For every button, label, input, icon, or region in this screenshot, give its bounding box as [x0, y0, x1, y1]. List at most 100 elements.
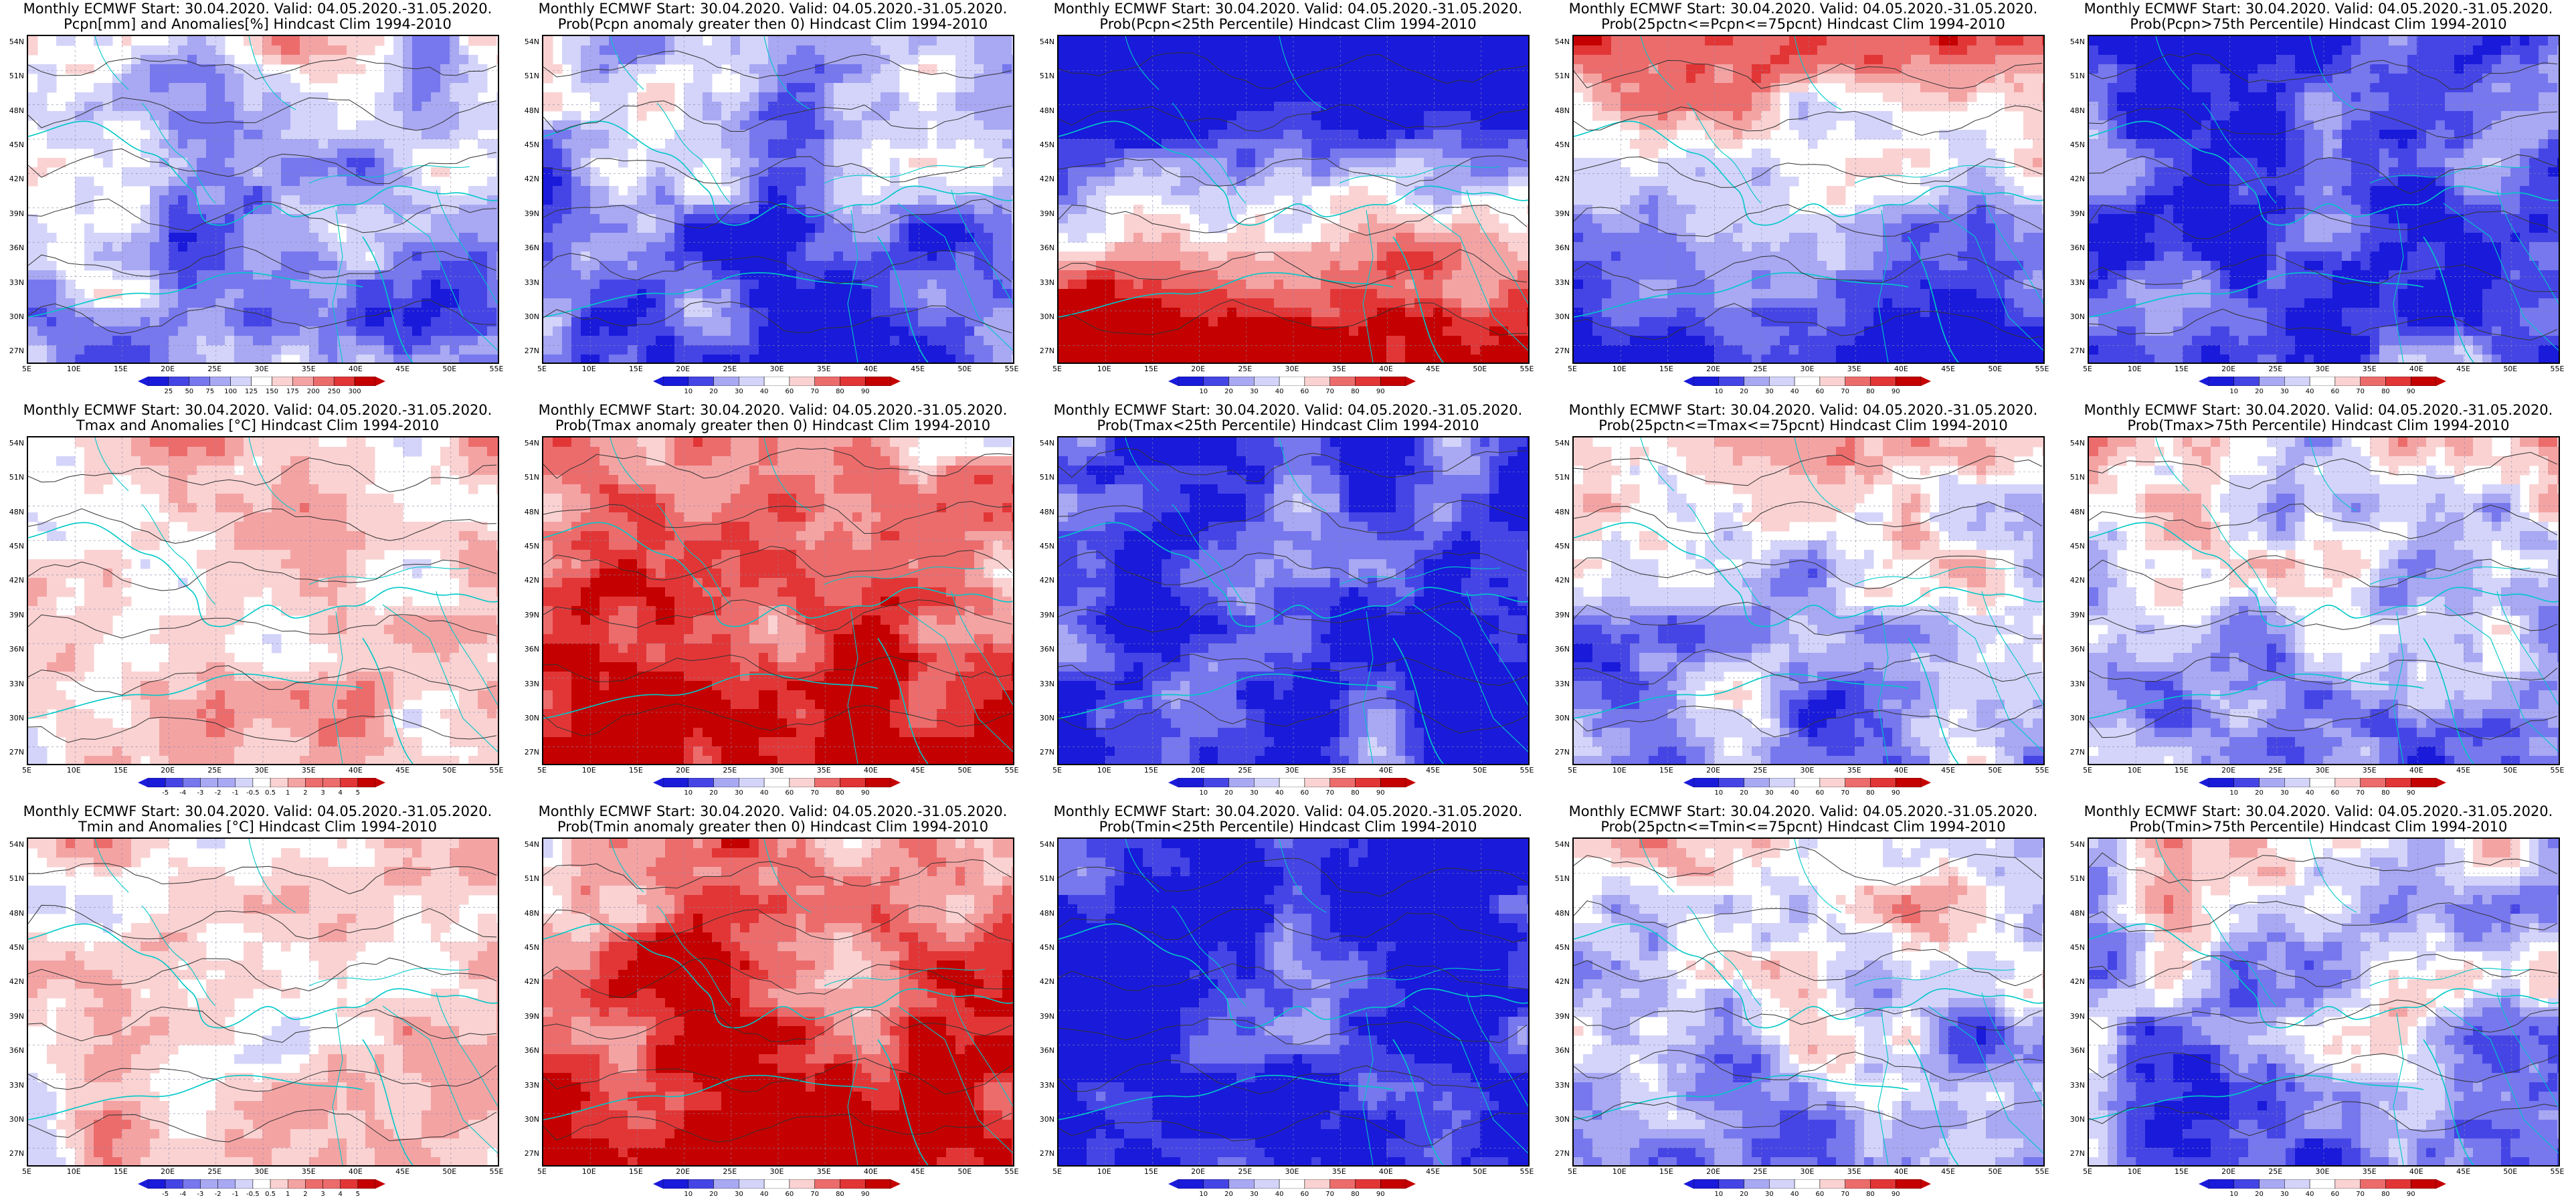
colorbar-segment — [789, 1179, 815, 1189]
colorbar-segment — [270, 778, 288, 787]
country-border — [1794, 437, 1842, 512]
lon-tick-label: 5E — [13, 1167, 40, 1176]
coastline — [1574, 272, 1909, 318]
lon-tick-label: 5E — [1044, 1167, 1071, 1176]
colorbar-label: 30 — [725, 1191, 752, 1198]
panel-title-line2: Prob(Tmin>75th Percentile) Hindcast Clim… — [2061, 819, 2576, 835]
contour-line — [28, 715, 497, 743]
contour-line — [28, 957, 497, 992]
colorbar-segment — [1380, 778, 1406, 787]
coastline — [543, 120, 1013, 226]
lon-tick-label: 5E — [1044, 766, 1071, 775]
country-border — [141, 102, 216, 204]
colorbar-segment — [1178, 1179, 1204, 1189]
coastline — [877, 637, 929, 764]
colorbar-segment — [1819, 1179, 1845, 1189]
panel-title-line1: Monthly ECMWF Start: 30.04.2020. Valid: … — [515, 804, 1030, 819]
lat-tick-label: 27N — [2063, 748, 2085, 757]
country-border — [2202, 905, 2277, 1007]
colorbar-segment — [1769, 377, 1795, 386]
colorbar-arrow-left — [138, 778, 148, 787]
contour-line — [543, 546, 1012, 581]
lat-tick-label: 48N — [1033, 106, 1054, 115]
lat-tick-label: 45N — [2063, 943, 2085, 952]
lat-tick-label: 51N — [3, 874, 24, 883]
contour-line — [28, 1065, 497, 1092]
lon-tick-label: 45E — [1420, 766, 1447, 775]
lat-tick-label: 42N — [518, 977, 539, 986]
lon-tick-label: 50E — [436, 365, 463, 373]
contour-line — [28, 508, 497, 544]
colorbar-label: 90 — [852, 789, 879, 797]
country-border — [1854, 567, 2016, 585]
colorbar-label: 5 — [345, 789, 371, 797]
country-border — [1339, 968, 1501, 987]
lat-tick-label: 48N — [2063, 106, 2085, 115]
coastline — [543, 272, 879, 318]
colorbar-label: 70 — [802, 789, 828, 797]
lat-tick-label: 27N — [3, 1149, 24, 1158]
colorbar-segment — [1895, 778, 1922, 787]
country-border — [2443, 1005, 2559, 1154]
lat-tick-label: 27N — [1548, 748, 1570, 757]
contour-line — [2089, 154, 2558, 194]
contour-line — [2089, 452, 2558, 490]
coastline — [1392, 236, 1444, 363]
lat-tick-label: 27N — [1548, 346, 1570, 355]
contour-line — [1574, 1100, 2043, 1129]
country-border — [1339, 165, 1501, 184]
coastline — [543, 1074, 879, 1120]
country-border — [94, 839, 129, 893]
lat-tick-label: 27N — [2063, 346, 2085, 355]
colorbar-segment — [1693, 778, 1720, 787]
country-border — [951, 189, 1013, 304]
country-border — [308, 567, 470, 585]
lon-tick-label: 55E — [483, 1167, 510, 1176]
contour-line — [28, 148, 497, 185]
colorbar-label: 40 — [2296, 1191, 2323, 1198]
lat-tick-label: 42N — [1548, 576, 1570, 585]
lat-tick-label: 39N — [3, 209, 24, 218]
lon-tick-label: 20E — [1185, 1167, 1212, 1176]
lon-tick-label: 50E — [1467, 365, 1493, 373]
lat-tick-label: 39N — [3, 1012, 24, 1021]
lat-tick-label: 42N — [3, 977, 24, 986]
lat-tick-label: 51N — [2063, 473, 2085, 482]
lon-tick-label: 50E — [2497, 1167, 2524, 1176]
colorbar-label: 40 — [751, 1191, 777, 1198]
lon-tick-label: 45E — [1935, 766, 1962, 775]
colorbar-label: 60 — [1291, 388, 1318, 395]
colorbar-arrow-left — [138, 1179, 148, 1189]
colorbar-segment — [739, 1179, 765, 1189]
contour-line — [543, 199, 1012, 233]
colorbar-label: 125 — [238, 388, 265, 395]
coastline — [1908, 637, 1959, 764]
map-area — [1572, 837, 2045, 1167]
contour-line — [1574, 156, 2043, 188]
lat-tick-label: 39N — [1033, 611, 1054, 619]
lon-tick-label: 30E — [1794, 365, 1821, 373]
map-panel-p11: Monthly ECMWF Start: 30.04.2020. Valid: … — [0, 803, 515, 1204]
colorbar-segment — [333, 377, 355, 386]
colorbar-segment — [165, 778, 183, 787]
panel-title-line2: Prob(Tmax anomaly greater then 0) Hindca… — [515, 418, 1030, 433]
colorbar-segment — [252, 778, 271, 787]
panel-title-line1: Monthly ECMWF Start: 30.04.2020. Valid: … — [1546, 403, 2061, 418]
colorbar-segment — [713, 1179, 739, 1189]
map-field — [543, 839, 1013, 1165]
country-border — [2155, 839, 2190, 893]
lat-tick-label: 51N — [2063, 72, 2085, 80]
country-border — [610, 36, 644, 90]
colorbar-segment — [739, 778, 765, 787]
colorbar-label: 30 — [2271, 388, 2298, 395]
colorbar-segment — [1693, 1179, 1720, 1189]
contour-line — [543, 905, 1012, 942]
colorbar-segment — [2284, 1179, 2310, 1189]
lon-tick-label: 50E — [951, 1167, 978, 1176]
colorbar-label: 90 — [852, 388, 879, 395]
colorbar-label: 70 — [1317, 789, 1344, 797]
colorbar-label: -0.5 — [240, 1191, 266, 1198]
colorbar-label: 1 — [274, 1191, 301, 1198]
contour-line — [1059, 249, 1528, 288]
coastline — [1574, 673, 1909, 719]
